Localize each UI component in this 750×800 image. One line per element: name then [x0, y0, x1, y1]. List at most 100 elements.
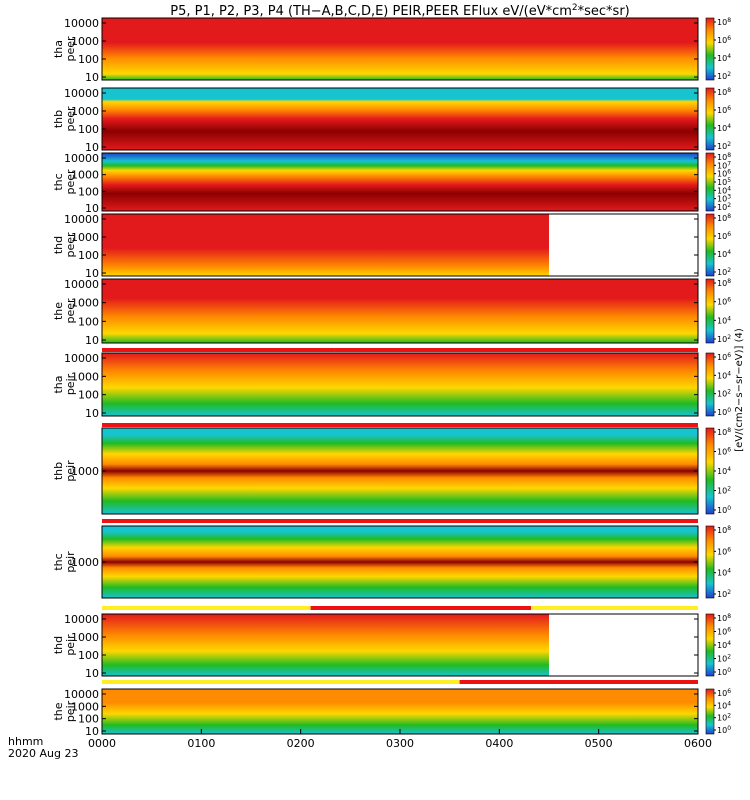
spectrogram-fill [102, 614, 549, 676]
colorbar-tick-label: 106 [717, 546, 731, 556]
spectrogram-fill [102, 526, 698, 598]
colorbar-tick-label: 102 [717, 334, 731, 344]
colorbar-tick-label: 102 [717, 71, 731, 81]
colorbar-tick-label: 108 [717, 525, 731, 535]
colorbar-tick-label: 108 [717, 613, 731, 623]
y-axis-label: thdpeer [52, 232, 77, 258]
colorbar-tick-label: 106 [717, 352, 731, 362]
y-tick-label: 1000 [71, 465, 99, 478]
x-tick-label: 0400 [485, 737, 513, 750]
status-segment [531, 606, 698, 610]
colorbar [705, 87, 715, 151]
y-tick-label: 10000 [64, 352, 99, 365]
y-tick-label: 10 [85, 407, 99, 420]
spectrogram-fill [102, 689, 698, 734]
colorbar-tick-label: 106 [717, 627, 731, 637]
y-tick-label: 1000 [71, 35, 99, 48]
plot-frame [101, 17, 699, 81]
colorbar-tick-label: 108 [717, 213, 731, 223]
colorbar-tick-label: 104 [717, 466, 731, 476]
colorbar-tick-label: 108 [717, 427, 731, 437]
y-tick-label: 10 [85, 202, 99, 215]
colorbar-tick-label: 105 [717, 177, 731, 187]
colorbar-tick-label: 100 [717, 505, 731, 515]
plot-frame [101, 278, 699, 344]
y-axis-label: thapeer [52, 36, 77, 62]
colorbar-tick-label: 102 [717, 202, 731, 212]
y-tick-label: 1000 [71, 556, 99, 569]
panel-thc-peer: 10 100 1000 10000 thcpeer 1021031041051061071… [52, 152, 731, 215]
y-tick-label: 10000 [64, 152, 99, 165]
status-segment [102, 348, 335, 352]
status-row [102, 348, 698, 352]
y-tick-label: 10 [85, 141, 99, 154]
y-tick-label: 1000 [71, 700, 99, 713]
colorbar-tick-label: 102 [717, 267, 731, 277]
y-tick-label: 100 [78, 249, 99, 262]
colorbar-tick-label: 106 [717, 297, 731, 307]
colorbar [705, 613, 715, 677]
colorbar-tick-label: 103 [717, 194, 731, 204]
status-row [102, 606, 698, 610]
colorbar-tick-label: 104 [717, 123, 731, 133]
colorbar-tick-label: 102 [717, 713, 731, 723]
status-segment [102, 606, 311, 610]
panels: 10100100010000thapeer1021041061081010010… [52, 17, 731, 738]
colorbar-tick-label: 100 [717, 667, 731, 677]
panel-thb-peer: 10 100 1000 10000 thbpeer 102 104 106 108 [52, 87, 731, 154]
panel-thd-peer: 10 100 1000 10000 thdpeer 102 104 106 108 [52, 213, 731, 280]
status-row [102, 423, 698, 427]
y-axis-label: thapeir [52, 373, 77, 395]
y-axis-label: thepeir [52, 700, 77, 722]
status-row [102, 519, 698, 523]
colorbar-tick-label: 106 [717, 105, 731, 115]
colorbar-tick-label: 100 [717, 407, 731, 417]
y-tick-label: 1000 [71, 297, 99, 310]
colorbar [705, 17, 715, 81]
colorbar [705, 278, 715, 344]
colorbar [705, 152, 715, 212]
y-axis-label: thepeer [52, 298, 77, 324]
y-tick-label: 10 [85, 334, 99, 347]
status-segment [459, 680, 698, 684]
colorbar-tick-label: 107 [717, 160, 731, 170]
colorbar [705, 352, 715, 417]
y-tick-label: 10000 [64, 17, 99, 30]
y-tick-label: 1000 [71, 169, 99, 182]
spectrogram-fill [102, 214, 549, 276]
spectrogram-fill [102, 88, 698, 150]
figure-title: P5, P1, P2, P3, P4 (TH−A,B,C,D,E) PEIR,P… [170, 3, 630, 19]
spectrogram-fill [102, 353, 698, 416]
y-axis-label: thcpeir [52, 551, 77, 573]
colorbar-tick-label: 106 [717, 447, 731, 457]
colorbar-tick-label: 102 [717, 486, 731, 496]
colorbar-tick-label: 106 [717, 688, 731, 698]
colorbar-tick-label: 106 [717, 231, 731, 241]
colorbar [705, 427, 715, 515]
colorbar-tick-label: 104 [717, 568, 731, 578]
y-tick-label: 100 [78, 185, 99, 198]
colorbar-tick-label: 100 [717, 725, 731, 735]
plot-frame [101, 213, 699, 277]
y-axis-label: thbpeir [52, 460, 77, 482]
panel-tha-peer: 10 100 1000 10000 thapeer 102 104 106 108 [52, 17, 731, 84]
plot-frame [101, 87, 699, 151]
colorbar-tick-label: 108 [717, 278, 731, 288]
spectrogram-fill [102, 153, 698, 211]
status-segment [334, 348, 698, 352]
y-tick-label: 1000 [71, 631, 99, 644]
x-tick-label: 0100 [187, 737, 215, 750]
colorbar-tick-label: 102 [717, 141, 731, 151]
y-axis-label: thcpeer [52, 169, 77, 195]
y-tick-label: 100 [78, 713, 99, 726]
y-axis-label: thbpeer [52, 106, 77, 132]
colorbar-tick-label: 102 [717, 589, 731, 599]
plot-frame [101, 613, 699, 677]
status-segment [102, 680, 460, 684]
colorbar-tick-label: 102 [717, 654, 731, 664]
colorbar-tick-label: 104 [717, 53, 731, 63]
